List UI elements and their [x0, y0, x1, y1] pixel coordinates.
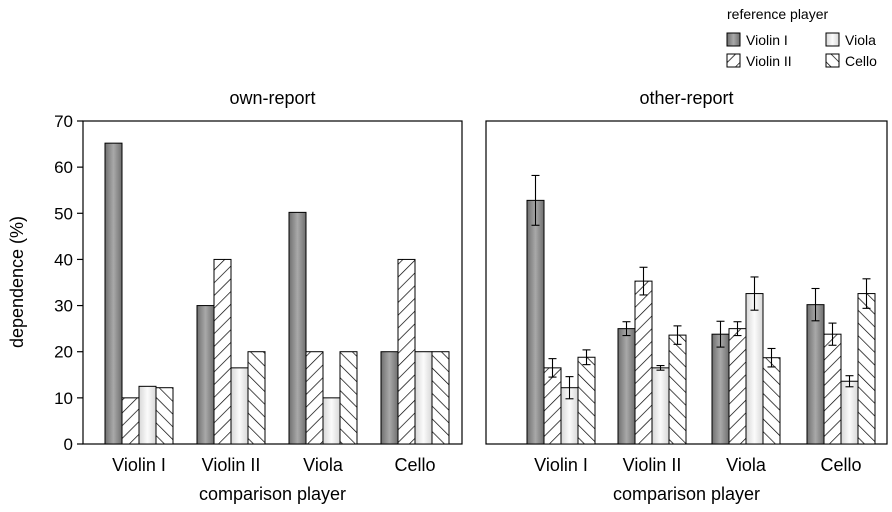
error-bar-viola-violin-ii	[733, 321, 742, 337]
bar-viola-violin-i	[288, 211, 307, 445]
error-bar-violin-i-violin-i	[531, 174, 540, 226]
bar-cello-violin-ii	[823, 333, 842, 445]
legend-label-violin-ii: Violin II	[746, 53, 792, 69]
plot-frame	[82, 120, 463, 445]
y-axis-label: dependence (%)	[7, 216, 27, 348]
bar-viola-violin-i	[711, 333, 730, 445]
panel-title: other-report	[639, 88, 733, 108]
x-tick-label: Violin I	[112, 455, 166, 475]
y-tick-label: 40	[54, 250, 73, 269]
y-tick-label: 20	[54, 343, 73, 362]
legend-label-violin-i: Violin I	[746, 32, 788, 48]
x-tick-label: Viola	[726, 455, 767, 475]
error-bar-cello-viola	[845, 375, 854, 388]
panel-own-report: own-report 0 10 20 30 40 50 60 70 Violin I Violin …	[54, 88, 463, 504]
error-bar-cello-violin-ii	[828, 322, 837, 346]
bar-violin-ii-cello	[247, 351, 266, 445]
bar-violin-ii-violin-i	[617, 328, 636, 445]
error-bar-violin-i-cello	[582, 349, 591, 366]
error-bar-violin-ii-violin-i	[622, 321, 631, 337]
bar-violin-i-violin-i	[104, 142, 123, 445]
error-bar-cello-cello	[862, 278, 871, 309]
error-bar-viola-cello	[767, 347, 776, 368]
x-tick-label: Viola	[303, 455, 344, 475]
legend-item-violin-ii: Violin II	[726, 53, 792, 69]
bar-cello-violin-ii	[397, 258, 416, 445]
bar-viola-violin-ii	[305, 351, 324, 445]
x-tick-label: Violin II	[202, 455, 261, 475]
legend-swatch-violin-ii	[726, 53, 741, 68]
bar-violin-ii-violin-ii	[213, 258, 232, 445]
x-tick-label: Violin I	[534, 455, 588, 475]
error-bar-viola-viola	[750, 276, 759, 311]
y-tick-label: 50	[54, 204, 73, 223]
bar-cello-viola	[840, 380, 859, 445]
legend-swatch-viola	[825, 32, 840, 47]
bar-viola-violin-ii	[728, 328, 747, 445]
x-tick-label: Violin II	[623, 455, 682, 475]
error-bar-violin-ii-violin-ii	[639, 266, 648, 296]
legend: reference player Violin I Violin II Viol…	[726, 6, 877, 69]
error-bar-violin-i-viola	[565, 376, 574, 400]
bar-violin-i-cello	[155, 387, 174, 445]
y-tick-label: 30	[54, 297, 73, 316]
x-axis-label: comparison player	[199, 484, 346, 504]
bar-cello-cello	[857, 293, 876, 445]
bar-cello-violin-i	[806, 304, 825, 445]
x-tick-label: Cello	[820, 455, 861, 475]
legend-item-violin-i: Violin I	[726, 32, 788, 48]
y-tick-label: 10	[54, 389, 73, 408]
bar-violin-i-viola	[138, 385, 157, 445]
bar-violin-i-violin-i	[526, 199, 545, 445]
legend-label-cello: Cello	[845, 53, 877, 69]
bar-violin-i-violin-ii	[543, 367, 562, 445]
x-tick-label: Cello	[394, 455, 435, 475]
legend-label-viola: Viola	[845, 32, 876, 48]
error-bar-violin-ii-cello	[673, 325, 682, 345]
error-bar-cello-violin-i	[811, 287, 820, 322]
bar-violin-i-violin-ii	[121, 397, 140, 445]
legend-title: reference player	[727, 6, 829, 22]
panel-other-report: other-report Violin I Violin II Viola Cello c…	[485, 88, 888, 504]
bar-violin-ii-viola	[651, 367, 670, 445]
bar-cello-violin-i	[380, 351, 399, 445]
bar-violin-ii-viola	[230, 367, 249, 445]
bar-viola-viola	[322, 397, 341, 445]
legend-swatch-cello	[825, 53, 840, 68]
bar-viola-viola	[745, 293, 764, 445]
legend-item-viola: Viola	[825, 32, 876, 48]
legend-swatch-violin-i	[726, 32, 741, 47]
legend-item-cello: Cello	[825, 53, 877, 69]
y-tick-label: 0	[64, 435, 73, 454]
panel-title: own-report	[229, 88, 315, 108]
bar-cello-viola	[414, 351, 433, 445]
bar-violin-ii-violin-i	[196, 305, 215, 445]
y-tick-label: 60	[54, 158, 73, 177]
error-bar-violin-ii-viola	[656, 365, 665, 371]
bar-cello-cello	[431, 351, 450, 445]
error-bar-violin-i-violin-ii	[548, 358, 557, 378]
bar-violin-ii-cello	[668, 334, 687, 445]
error-bar-viola-violin-i	[716, 320, 725, 348]
bar-viola-cello	[762, 357, 781, 445]
bar-violin-i-cello	[577, 356, 596, 445]
x-axis-label: comparison player	[613, 484, 760, 504]
bar-violin-ii-violin-ii	[634, 280, 653, 445]
bar-viola-cello	[339, 351, 358, 445]
y-tick-label: 70	[54, 112, 73, 131]
